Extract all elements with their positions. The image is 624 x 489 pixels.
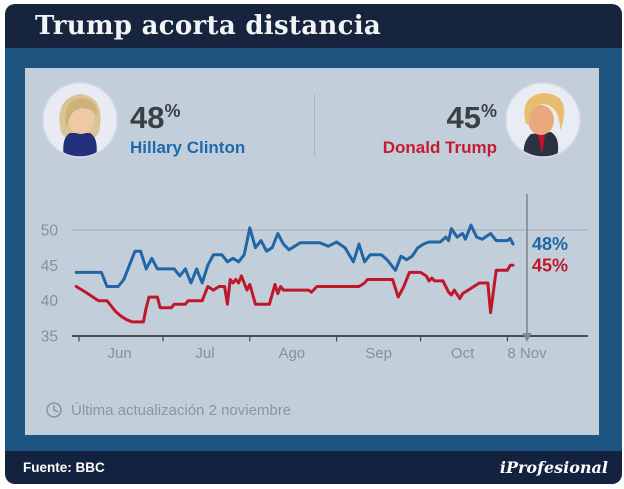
update-note: Última actualización 2 noviembre [45,401,291,419]
poll-chart: Jun Jul Ago Sep Oct 8 Nov 35 40 45 50 48%45% [41,194,588,362]
svg-text:Oct: Oct [451,345,475,362]
source-bar: Fuente: BBC iProfesional [5,451,622,484]
svg-text:45: 45 [41,258,58,275]
svg-text:Ago: Ago [278,345,305,362]
candidates-divider [314,94,315,156]
svg-text:48%: 48% [532,234,568,254]
trump-percentage: 45% [446,100,498,135]
candidates-row: 48% Hillary Clinton 45% Donald Trump [25,80,599,184]
trump-stat-block: 45% Donald Trump [383,96,497,158]
clinton-stat-block: 48% Hillary Clinton [130,96,245,158]
body-area: 48% Hillary Clinton 45% Donald Trump [5,48,622,451]
svg-text:45%: 45% [532,255,568,275]
clinton-percentage: 48% [130,100,181,135]
clock-icon [46,402,62,418]
source-label: Fuente: BBC [23,460,105,475]
page-title: Trump acorta distancia [35,11,382,41]
chart-panel: 48% Hillary Clinton 45% Donald Trump [25,68,599,435]
clinton-name: Hillary Clinton [130,138,246,157]
donald-trump-photo [505,82,581,158]
svg-text:8 Nov: 8 Nov [507,345,547,362]
svg-text:Sep: Sep [365,345,392,362]
hillary-clinton-photo [42,82,118,158]
trump-name: Donald Trump [382,138,497,157]
svg-text:Jul: Jul [195,345,214,362]
iprofesional-logo: iProfesional [499,458,608,477]
svg-text:35: 35 [41,329,58,346]
svg-text:50: 50 [41,223,59,240]
infographic-frame: Trump acorta distancia 48% [5,4,622,484]
title-bar: Trump acorta distancia [5,4,622,48]
svg-text:40: 40 [41,293,59,310]
update-note-text: Última actualización 2 noviembre [71,401,292,419]
svg-text:Jun: Jun [108,345,132,362]
